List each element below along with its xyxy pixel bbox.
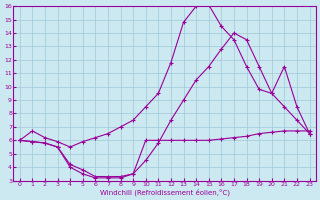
X-axis label: Windchill (Refroidissement éolien,°C): Windchill (Refroidissement éolien,°C) [100, 188, 230, 196]
